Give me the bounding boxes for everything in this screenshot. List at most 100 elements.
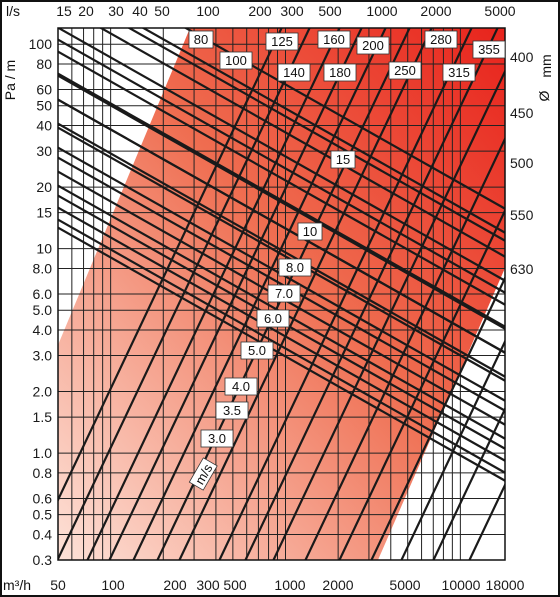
plot-border (57, 27, 506, 561)
top-tick-label: 50 (154, 3, 170, 19)
velocity-label: 6.0 (256, 309, 290, 328)
y-tick-label: 5.0 (33, 302, 53, 318)
y-tick-label: 4.0 (33, 322, 53, 338)
top-tick-label: 5000 (484, 3, 515, 19)
top-axis-label: l/s (6, 3, 20, 19)
velocity-line (58, 72, 505, 328)
y-tick-label: 0.3 (33, 552, 53, 568)
svg-text:140: 140 (283, 65, 305, 80)
diameter-label: 180 (323, 63, 357, 82)
top-tick-label: 20 (78, 3, 94, 19)
velocity-line (58, 98, 505, 354)
y-tick-label: 3.0 (33, 348, 53, 364)
velocity-label: 7.0 (267, 284, 301, 303)
x-tick-label: 2000 (322, 577, 353, 593)
diameter-line (338, 208, 505, 560)
velocity-line (58, 218, 505, 474)
diameter-label: 355 (472, 40, 506, 59)
right-tick-label: 500 (510, 155, 534, 171)
diameter-label: 125 (265, 32, 299, 51)
top-tick-label: 200 (248, 3, 272, 19)
velocity-label: 4.0 (224, 377, 258, 396)
svg-text:5.0: 5.0 (248, 343, 266, 358)
top-tick-label: 500 (318, 3, 342, 19)
svg-text:15: 15 (336, 152, 350, 167)
svg-text:10: 10 (303, 224, 317, 239)
diameter-label: 280 (424, 30, 458, 49)
x-tick-label: 100 (101, 577, 125, 593)
svg-text:200: 200 (362, 38, 384, 53)
y-tick-label: 50 (36, 98, 52, 114)
grid (57, 28, 505, 561)
top-tick-label: 30 (108, 3, 124, 19)
diameter-label: 160 (317, 30, 351, 49)
top-tick-label: 1000 (366, 3, 397, 19)
velocity-line (183, 28, 505, 210)
velocity-label: 10 (297, 222, 323, 241)
svg-text:4.0: 4.0 (232, 379, 250, 394)
svg-text:100: 100 (225, 53, 247, 68)
svg-text:160: 160 (323, 32, 345, 47)
velocity-line (58, 28, 505, 282)
diameter-line (304, 136, 505, 560)
y-tick-label: 0.5 (33, 507, 53, 523)
y-tick-label: 80 (36, 56, 52, 72)
diameter-label: 315 (442, 63, 476, 82)
x-tick-label: 18000 (486, 577, 525, 593)
y-tick-label: 40 (36, 118, 52, 134)
right-tick-label: 400 (510, 49, 534, 65)
svg-text:180: 180 (329, 65, 351, 80)
diameter-label: 200 (356, 36, 390, 55)
x-tick-label: 500 (223, 577, 247, 593)
right-tick-label: 630 (510, 261, 534, 277)
y-tick-label: 8.0 (33, 260, 53, 276)
right-tick-label: 450 (510, 105, 534, 121)
diameter-label: 250 (388, 61, 422, 80)
y-tick-label: 30 (36, 143, 52, 159)
y-tick-label: 0.6 (33, 490, 53, 506)
velocity-line (127, 28, 505, 242)
diameter-line (400, 338, 505, 560)
velocity-line (141, 28, 505, 234)
y-tick-label: 10 (36, 241, 52, 257)
velocity-line (98, 28, 505, 258)
diameter-line (132, 28, 387, 560)
velocity-line (58, 74, 505, 330)
svg-text:6.0: 6.0 (264, 311, 282, 326)
diameter-label: 80 (188, 30, 214, 49)
y-tick-label: 0.8 (33, 465, 53, 481)
diameter-line (432, 406, 505, 560)
svg-text:8.0: 8.0 (286, 260, 304, 275)
svg-text:355: 355 (478, 42, 500, 57)
right-tick-label: 550 (510, 207, 534, 223)
top-tick-label: 2000 (420, 3, 451, 19)
x-tick-label: 300 (196, 577, 220, 593)
chart-lines (58, 28, 505, 560)
x-tick-label: 200 (163, 577, 187, 593)
x-tick-label: 5000 (389, 577, 420, 593)
x-tick-label: 10000 (442, 577, 481, 593)
y-axis-label: Pa / m (2, 60, 18, 100)
velocity-line (58, 122, 505, 378)
y-tick-label: 0.4 (33, 526, 53, 542)
velocity-label: 5.0 (240, 341, 274, 360)
top-tick-label: 100 (196, 3, 220, 19)
velocity-line (58, 146, 505, 402)
svg-text:280: 280 (430, 32, 452, 47)
top-tick-label: 15 (56, 3, 72, 19)
svg-text:125: 125 (271, 34, 293, 49)
y-tick-label: 100 (29, 36, 53, 52)
y-tick-label: 2.0 (33, 384, 53, 400)
diameter-unit: mm (538, 54, 554, 77)
velocity-line (58, 226, 505, 482)
diameter-label: 140 (277, 63, 311, 82)
svg-text:3.5: 3.5 (223, 403, 241, 418)
velocity-label: 3.5 (215, 401, 249, 420)
x-axis-label: m³/h (3, 577, 31, 593)
velocity-label: 3.0 (200, 429, 234, 448)
svg-text:80: 80 (194, 32, 208, 47)
diameter-line (86, 28, 341, 560)
velocity-line (58, 126, 505, 382)
y-tick-label: 1.5 (33, 409, 53, 425)
